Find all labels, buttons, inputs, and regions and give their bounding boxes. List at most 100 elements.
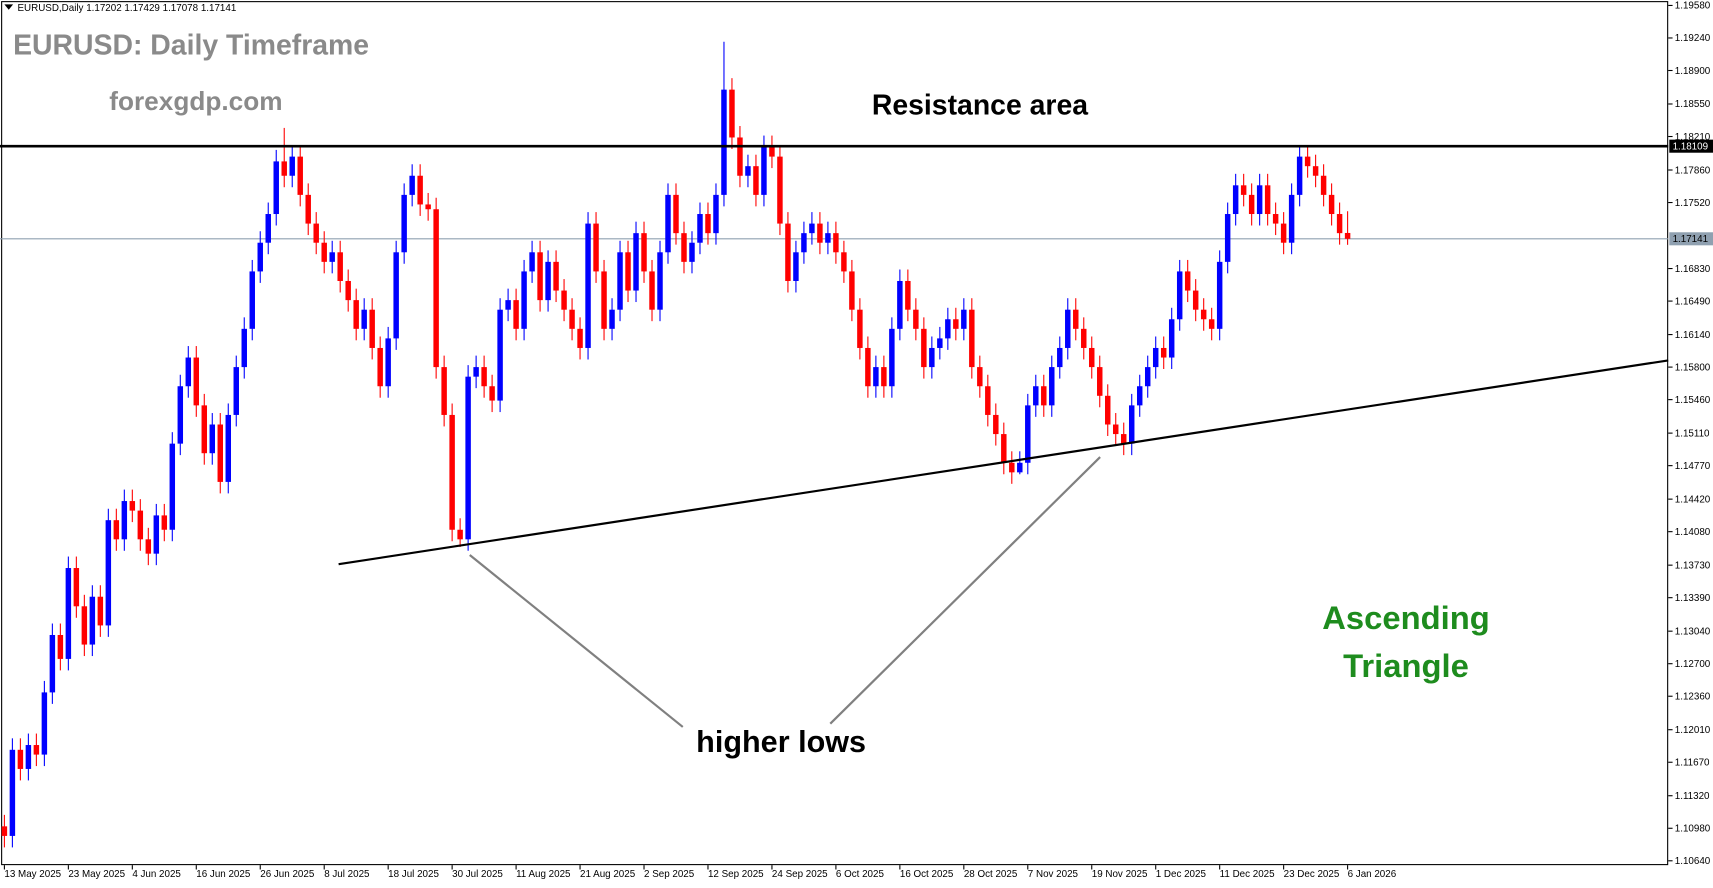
candle-body <box>1256 185 1263 215</box>
candle-body <box>1176 271 1183 320</box>
candle-body <box>1136 386 1143 406</box>
x-tick-label: 6 Jan 2026 <box>1348 869 1397 880</box>
candle-body <box>1240 185 1247 195</box>
candle-body <box>433 209 439 368</box>
y-tick-label: 1.14770 <box>1675 461 1711 472</box>
x-tick-label: 21 Aug 2025 <box>580 869 636 880</box>
menu-icon[interactable] <box>4 4 14 10</box>
resistance-annotation: Resistance area <box>872 89 1088 121</box>
candle-body <box>537 252 543 301</box>
y-tick-label: 1.13730 <box>1675 560 1711 571</box>
candle-body <box>1184 271 1191 291</box>
candle-body <box>777 156 783 224</box>
candle-body <box>873 367 879 387</box>
candle-body <box>1025 405 1031 463</box>
candle-body <box>417 175 423 205</box>
candle-body <box>1192 290 1199 310</box>
candle-body <box>1264 185 1271 215</box>
candle-body <box>577 328 583 348</box>
x-tick-label: 12 Sep 2025 <box>708 869 764 880</box>
y-tick-label: 1.16490 <box>1675 296 1711 307</box>
candle-body <box>841 252 847 272</box>
candle-body <box>625 252 631 291</box>
subtitle: forexgdp.com <box>109 86 282 116</box>
candle-body <box>41 692 48 755</box>
candle-body <box>657 252 663 310</box>
y-tick-label: 1.17860 <box>1675 165 1711 176</box>
candle-body <box>385 338 391 387</box>
y-tick-label: 1.12010 <box>1675 725 1711 736</box>
candle-body <box>1160 347 1167 358</box>
candle-body <box>601 271 607 329</box>
candle-body <box>561 290 567 310</box>
candle-body <box>881 367 887 387</box>
candle-body <box>1033 386 1039 406</box>
y-tick-label: 1.16140 <box>1675 330 1711 341</box>
candle-body <box>305 194 311 224</box>
x-tick-label: 11 Dec 2025 <box>1220 869 1275 880</box>
candle-body <box>1224 214 1231 262</box>
y-tick-label: 1.18900 <box>1675 66 1711 77</box>
x-tick-label: 11 Aug 2025 <box>516 869 571 880</box>
y-tick-label: 1.15110 <box>1675 428 1710 439</box>
candle-body <box>1208 319 1215 329</box>
y-tick-label: 1.15460 <box>1675 395 1711 406</box>
candle-body <box>289 156 295 176</box>
y-tick-label: 1.12700 <box>1675 659 1711 670</box>
higher-lows-annotation: higher lows <box>696 725 866 759</box>
candle-body <box>1152 347 1159 368</box>
candle-body <box>937 338 943 348</box>
candle-body <box>969 309 975 368</box>
x-tick-label: 4 Jun 2025 <box>132 869 181 880</box>
candle-body <box>769 147 775 157</box>
y-tick-label: 1.12360 <box>1675 692 1711 703</box>
candle-body <box>81 606 88 645</box>
candle-body <box>49 634 56 693</box>
x-tick-label: 1 Dec 2025 <box>1156 869 1207 880</box>
candle-body <box>729 89 735 138</box>
candle-body <box>817 223 823 243</box>
candle-body <box>1081 328 1087 348</box>
candle-body <box>609 309 615 329</box>
candle-body <box>633 233 639 291</box>
candle-body <box>705 214 711 234</box>
candle-body <box>1009 462 1015 473</box>
candle-body <box>361 309 367 329</box>
candle-body <box>201 405 208 454</box>
y-tick-label: 1.14420 <box>1675 494 1711 505</box>
candle-body <box>913 309 919 329</box>
candle-body <box>281 161 287 176</box>
candle-body <box>513 300 519 329</box>
x-tick-label: 19 Nov 2025 <box>1092 869 1148 880</box>
candle-body <box>73 568 80 607</box>
candle-body <box>113 520 120 540</box>
candle-body <box>737 137 743 176</box>
candle-body <box>169 443 176 530</box>
current-price-box <box>1669 232 1713 246</box>
candle-body <box>129 501 136 511</box>
candle-body <box>185 357 192 387</box>
current-price-label: 1.17141 <box>1673 234 1708 245</box>
candle-body <box>369 309 375 348</box>
candle-body <box>321 242 327 262</box>
resistance-price-label: 1.18109 <box>1673 141 1708 152</box>
y-tick-label: 1.13040 <box>1675 626 1711 637</box>
candle-body <box>1272 214 1279 224</box>
pattern-annotation: Triangle <box>1343 647 1469 684</box>
candle-body <box>353 300 359 329</box>
candle-body <box>265 214 271 243</box>
candle-body <box>137 510 144 540</box>
candle-body <box>345 280 351 301</box>
candle-body <box>57 634 64 659</box>
candle-body <box>97 596 104 626</box>
candle-body <box>585 223 591 348</box>
candle-body <box>497 309 503 401</box>
candle-body <box>1280 223 1287 243</box>
candle-body <box>673 194 679 234</box>
candle-body <box>121 501 128 540</box>
candle-body <box>1304 156 1311 167</box>
pointer-line <box>829 456 1101 725</box>
symbol-header: EURUSD,Daily 1.17202 1.17429 1.17078 1.1… <box>17 3 236 14</box>
candle-body <box>889 328 895 387</box>
